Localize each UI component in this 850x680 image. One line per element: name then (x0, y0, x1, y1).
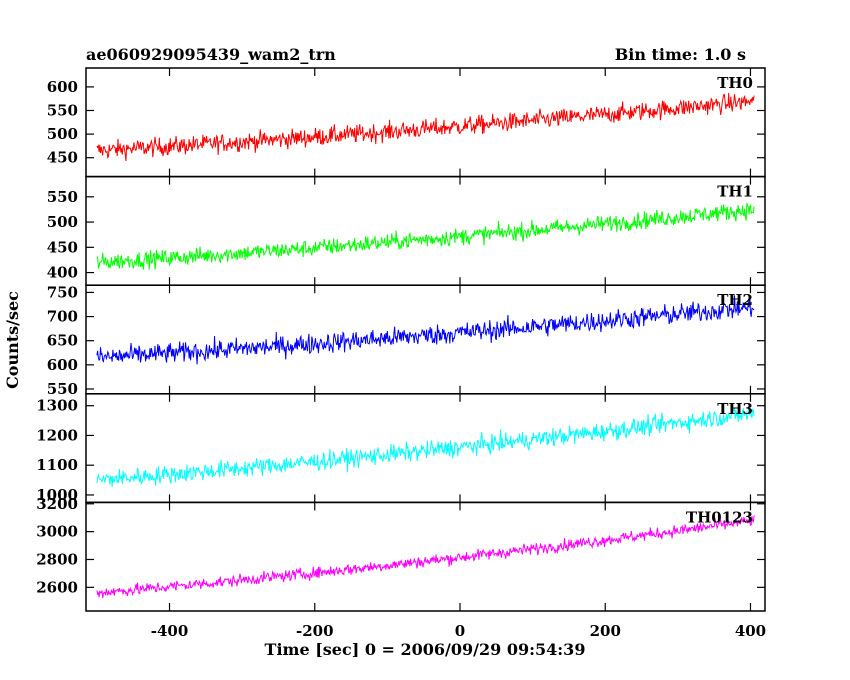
y-axis-label: Counts/sec (3, 291, 22, 389)
panel-th1: 400 450 500 550 TH1 (47, 175, 766, 286)
y-tick-label: 450 (47, 149, 78, 167)
chart-subtitle-bin-time: Bin time: 1.0 s (615, 45, 746, 64)
band-label: TH0123 (686, 508, 753, 526)
y-tick-label: 550 (47, 380, 78, 398)
x-axis: -400 -200 0 200 400 (151, 622, 766, 640)
panel-frame-th0123 (85, 501, 766, 612)
y-tick-label: 450 (47, 238, 78, 256)
series-line-th0 (96, 92, 755, 162)
y-tick-label: 3200 (36, 495, 78, 513)
y-tick-label: 500 (47, 125, 78, 143)
y-tick-label: 650 (47, 332, 78, 350)
x-tick-label: -200 (296, 622, 334, 640)
y-tick-label: 500 (47, 213, 78, 231)
y-tick-label: 2600 (36, 578, 78, 596)
chart-title: ae060929095439_wam2_trn (86, 45, 336, 64)
y-tick-label: 550 (47, 188, 78, 206)
x-tick-label: -400 (151, 622, 189, 640)
panel-frame-th1 (85, 175, 766, 286)
band-label: TH1 (717, 183, 753, 201)
y-tick-label: 1100 (36, 456, 78, 474)
y-tick-label: 1300 (36, 397, 78, 415)
x-tick-label: 400 (735, 622, 766, 640)
panel-frame-th3 (85, 393, 766, 504)
panel-th2: 550 600 650 700 750 TH2 (47, 283, 766, 398)
y-tick-label: 400 (47, 264, 78, 282)
band-label: TH0 (717, 74, 753, 92)
y-tick-label: 600 (47, 356, 78, 374)
y-tick-label: 3000 (36, 523, 78, 541)
series-line-th0123 (96, 515, 755, 599)
series-line-th1 (96, 202, 755, 270)
x-tick-label: 0 (455, 622, 465, 640)
y-tick-label: 2800 (36, 550, 78, 568)
y-tick-label: 1000 (36, 486, 78, 504)
band-label: TH3 (717, 400, 753, 418)
series-line-th3 (96, 408, 755, 487)
y-tick-label: 700 (47, 308, 78, 326)
panels-group: 450 500 550 600 TH0 400 450 500 550 TH1 550 600 650 7… (36, 67, 766, 612)
x-axis-label: Time [sec] 0 = 2006/09/29 09:54:39 (265, 640, 586, 659)
y-tick-label: 600 (47, 78, 78, 96)
y-tick-label: 1200 (36, 426, 78, 444)
band-label: TH2 (717, 291, 753, 309)
panel-th0123: 2600 2800 3000 3200 TH0123 (36, 495, 766, 612)
series-line-th2 (96, 295, 755, 365)
y-tick-label: 550 (47, 101, 78, 119)
panel-th3: 1000 1100 1200 1300 TH3 (36, 393, 766, 504)
x-tick-label: 200 (590, 622, 621, 640)
panel-th0: 450 500 550 600 TH0 (47, 67, 766, 178)
y-tick-label: 750 (47, 283, 78, 301)
